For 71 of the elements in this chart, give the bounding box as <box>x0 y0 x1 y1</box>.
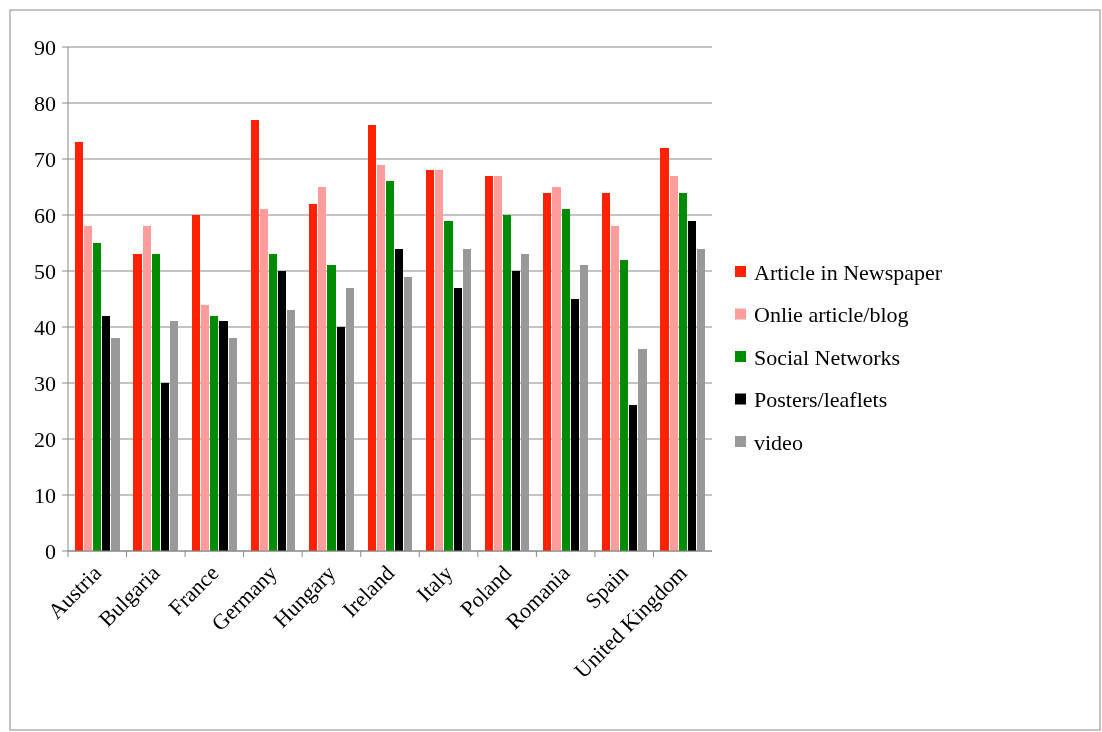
bar <box>228 338 237 551</box>
bar <box>210 315 219 551</box>
bar <box>444 220 453 551</box>
legend-label: Onlie article/blog <box>754 302 909 328</box>
bar <box>287 310 296 551</box>
y-tick-label: 60 <box>34 202 56 228</box>
legend-label: Article in Newspaper <box>754 259 943 285</box>
bar <box>345 287 354 551</box>
bar <box>111 338 120 551</box>
bar <box>552 187 561 551</box>
bar <box>219 321 228 551</box>
bar <box>395 248 404 551</box>
bar <box>404 276 413 551</box>
bar <box>561 209 570 551</box>
bar <box>669 175 678 551</box>
bar <box>151 254 160 551</box>
bar <box>250 119 259 551</box>
y-tick-label: 90 <box>34 34 56 60</box>
bar <box>620 259 629 551</box>
bar <box>503 215 512 551</box>
bar <box>376 164 385 551</box>
bar <box>610 226 620 551</box>
bar <box>93 243 102 551</box>
bar <box>327 265 336 551</box>
bar <box>543 192 552 551</box>
bar <box>170 321 179 551</box>
y-tick-label: 80 <box>34 90 56 116</box>
bar <box>160 383 170 551</box>
bar <box>133 254 142 551</box>
legend-label: video <box>754 429 803 455</box>
bar <box>385 181 395 551</box>
bar <box>74 142 84 551</box>
bar <box>259 209 268 551</box>
bar <box>142 226 151 551</box>
y-tick-label: 10 <box>34 482 56 508</box>
bar <box>696 248 706 551</box>
bar <box>660 147 669 551</box>
bar <box>309 203 318 551</box>
bar <box>638 349 647 551</box>
bar <box>570 299 579 551</box>
bar <box>579 265 588 551</box>
bar <box>512 271 521 551</box>
bar <box>601 192 610 551</box>
y-tick-label: 40 <box>34 314 56 340</box>
bar <box>192 215 201 551</box>
legend-label: Social Networks <box>754 344 901 370</box>
bar <box>367 125 376 551</box>
bar <box>426 170 435 551</box>
bar <box>484 175 493 551</box>
bar <box>336 327 345 551</box>
y-tick-label: 0 <box>45 538 56 564</box>
y-tick-label: 30 <box>34 370 56 396</box>
bar <box>521 254 530 551</box>
bar <box>629 405 638 551</box>
bar <box>268 254 277 551</box>
bar <box>201 304 210 551</box>
legend-label: Posters/leaflets <box>754 387 888 413</box>
bar <box>453 287 462 551</box>
x-tick-label: Italy <box>411 560 458 607</box>
bar <box>102 315 111 551</box>
bar <box>318 187 327 551</box>
bar <box>687 220 696 551</box>
bar <box>84 226 93 551</box>
bar <box>277 271 287 551</box>
y-tick-label: 70 <box>34 146 56 172</box>
bar <box>435 170 444 551</box>
bar <box>462 248 471 551</box>
y-tick-label: 50 <box>34 258 56 284</box>
y-tick-label: 20 <box>34 426 56 452</box>
bar <box>493 175 503 551</box>
bar <box>678 192 687 551</box>
